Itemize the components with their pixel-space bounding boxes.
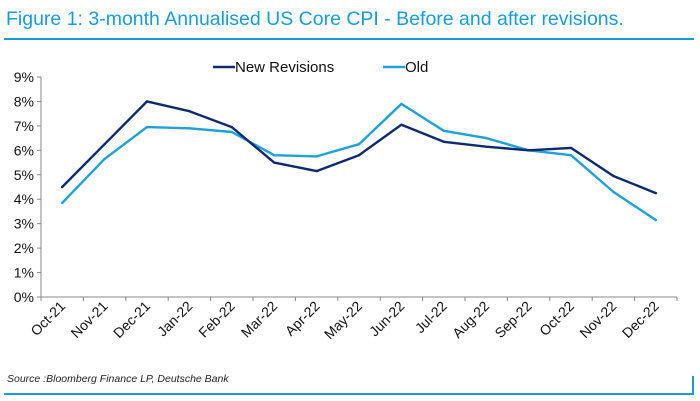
chart-legend: New Revisions Old (213, 59, 428, 76)
data-point (230, 130, 233, 134)
data-point (188, 127, 191, 130)
data-point (357, 154, 361, 157)
data-point (315, 169, 318, 173)
y-tick-labels: 0% 1% 2% 3% 4% 5% 6% 7% 8% 9% (14, 69, 34, 305)
data-point (103, 143, 106, 146)
source-note: Source :Bloomberg Finance LP, Deutsche B… (7, 373, 229, 385)
y-tick-label: 5% (14, 167, 34, 183)
y-tick-label: 8% (14, 93, 34, 109)
data-point (145, 125, 149, 129)
y-tick-label: 0% (14, 289, 34, 305)
figure-title: Figure 1: 3-month Annualised US Core CPI… (6, 8, 624, 30)
x-tick-label: Mar-22 (238, 298, 281, 341)
x-tick-label: Sep-22 (491, 298, 534, 341)
legend-label: New Revisions (235, 59, 334, 76)
data-point (400, 123, 403, 126)
footer-corner-mark (692, 376, 694, 394)
data-point (485, 145, 488, 148)
x-tick-label: Aug-22 (449, 298, 492, 341)
chart-axes (37, 76, 678, 301)
data-point (103, 157, 106, 161)
data-point (485, 136, 488, 140)
series-lines (61, 100, 657, 222)
x-tick-label: Apr-22 (282, 298, 323, 339)
data-point (357, 143, 361, 146)
x-tick-label: Feb-22 (195, 298, 238, 341)
data-point (612, 174, 615, 178)
data-point (569, 154, 573, 157)
data-point (273, 161, 276, 164)
x-tick-labels: Oct-21 Nov-21 Dec-21 Jan-22 Feb-22 Mar-22 Apr-… (27, 298, 662, 342)
data-point (442, 140, 445, 143)
y-tick-label: 9% (14, 69, 34, 85)
data-point (145, 100, 149, 103)
data-point (188, 110, 191, 113)
data-point (230, 125, 233, 129)
data-point (273, 154, 276, 157)
y-tick-label: 7% (14, 118, 34, 134)
series-line (61, 100, 657, 195)
x-tick-label: May-22 (321, 298, 365, 342)
y-tick-label: 2% (14, 240, 34, 256)
data-point (654, 218, 657, 222)
series-line (61, 102, 657, 222)
x-tick-label: Dec-22 (619, 298, 662, 341)
x-tick-label: Jun-22 (366, 298, 408, 340)
x-tick-label: Jul-22 (412, 298, 450, 336)
data-point (315, 155, 318, 158)
x-tick-label: Jan-22 (154, 298, 196, 340)
y-tick-label: 6% (14, 142, 34, 158)
data-point (61, 201, 64, 205)
data-point (612, 190, 615, 194)
data-point (442, 129, 445, 132)
data-point (400, 102, 403, 106)
data-point (654, 191, 657, 195)
x-tick-label: Oct-22 (536, 298, 577, 339)
y-tick-label: 1% (14, 265, 34, 281)
title-rule (4, 38, 694, 40)
x-tick-label: Nov-22 (576, 298, 619, 341)
legend-label: Old (405, 59, 428, 76)
data-point (527, 149, 530, 152)
line-chart: 0% 1% 2% 3% 4% 5% 6% 7% 8% 9% Oct-21 Nov-21 Dec-21 J… (14, 59, 678, 342)
data-point (569, 146, 573, 150)
y-tick-label: 3% (14, 216, 34, 232)
y-tick-label: 4% (14, 191, 34, 207)
x-tick-label: Dec-21 (110, 298, 153, 341)
footer-rule (4, 393, 694, 395)
data-point (61, 185, 64, 189)
x-tick-label: Nov-21 (67, 298, 110, 341)
